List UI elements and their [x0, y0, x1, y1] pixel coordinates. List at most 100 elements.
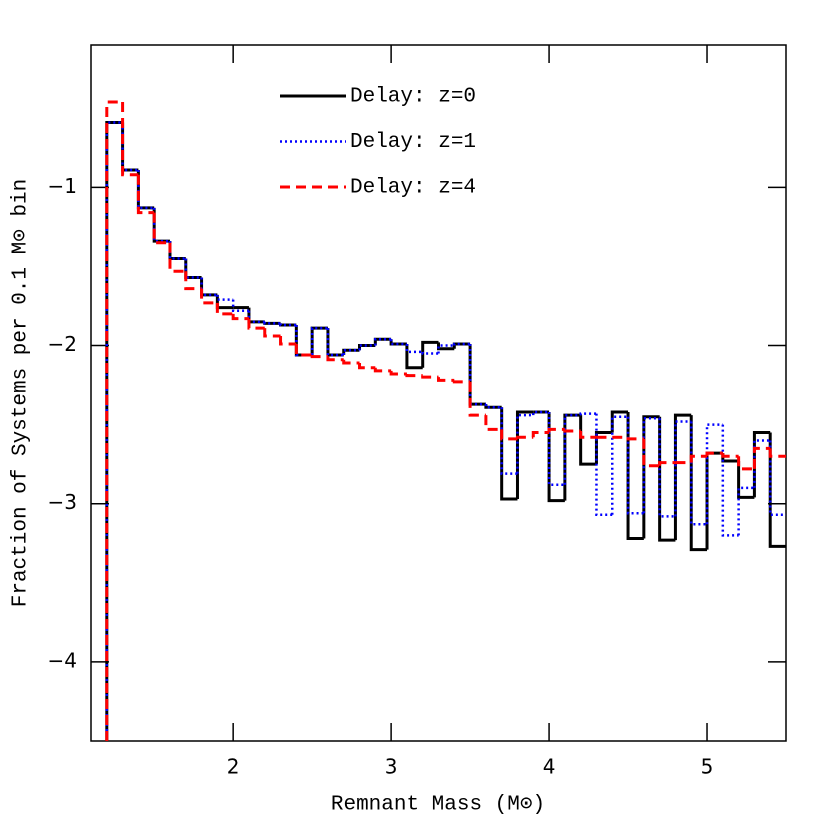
histogram-step [673, 413, 692, 541]
histogram-step [326, 356, 344, 362]
histogram-step [168, 241, 186, 260]
histogram-step [136, 169, 155, 210]
histogram-step [152, 207, 170, 243]
histogram-step [752, 446, 771, 469]
histogram-step [515, 410, 534, 499]
histogram-step [453, 342, 471, 346]
histogram-step [279, 336, 297, 346]
histogram-step [184, 271, 202, 291]
histogram-step [626, 437, 644, 441]
histogram-step [626, 411, 644, 541]
histogram-step [421, 340, 439, 368]
histogram-step [500, 407, 518, 501]
histogram-step [389, 370, 407, 376]
histogram-step [610, 410, 629, 433]
histogram-step [279, 323, 297, 327]
histogram-step [105, 121, 123, 741]
histogram-step [405, 374, 423, 378]
histogram-step [532, 410, 550, 416]
histogram-step [500, 407, 518, 475]
histogram-step [358, 344, 376, 351]
histogram-step [768, 448, 786, 458]
legend-label: Delay: z=0 [350, 86, 476, 109]
histogram-step [373, 367, 392, 373]
histogram-step [247, 310, 265, 324]
y-axis-label: Fraction of Systems per 0.1 M⊙ bin [10, 179, 33, 608]
histogram-step [247, 307, 265, 324]
legend-label: Delay: z=1 [350, 131, 476, 154]
histogram-step [563, 413, 581, 501]
histogram-step [642, 417, 660, 514]
histogram-step [547, 411, 565, 503]
histogram-step [579, 412, 597, 416]
histogram-step [500, 429, 518, 441]
histogram-step [658, 418, 676, 518]
histogram-step [705, 451, 723, 457]
histogram-step [326, 328, 344, 357]
histogram-step [200, 277, 218, 297]
histogram-step [263, 321, 281, 325]
histogram-step [689, 454, 708, 463]
histogram-step [152, 212, 170, 245]
histogram-step [105, 100, 123, 741]
y-tick-label: −2 [48, 332, 77, 356]
x-tick-label: 5 [701, 755, 714, 779]
histogram-step [184, 258, 202, 280]
histogram-step [200, 288, 218, 305]
histogram-step [121, 101, 139, 177]
histogram-step [689, 421, 708, 526]
histogram-step [737, 461, 755, 499]
histogram-step [216, 294, 234, 301]
y-tick-label: −1 [48, 174, 77, 198]
histogram-step [405, 343, 423, 370]
histogram-step [215, 294, 234, 310]
histogram-step [468, 381, 486, 417]
y-tick-label: −4 [48, 648, 77, 672]
histogram-step [310, 326, 328, 356]
histogram-step [531, 431, 550, 438]
histogram-step [152, 207, 170, 243]
histogram-step [263, 328, 281, 338]
histogram-step [374, 337, 392, 346]
histogram-step [294, 324, 313, 357]
histogram-step [342, 359, 360, 365]
histogram-step [674, 420, 692, 517]
histogram-step [231, 299, 249, 312]
histogram-step [136, 174, 155, 215]
histogram-step [484, 404, 502, 409]
histogram-step [563, 429, 581, 433]
histogram-step [121, 122, 139, 172]
histogram-step [310, 326, 328, 356]
histogram-step [200, 277, 218, 297]
x-tick-label: 3 [385, 755, 398, 779]
histogram-step [358, 362, 376, 370]
histogram-step [294, 343, 313, 357]
histogram-step [752, 431, 771, 498]
histogram-step [247, 318, 265, 330]
histogram-step [405, 343, 423, 354]
legend-label: Delay: z=4 [350, 177, 476, 200]
histogram-step [642, 415, 660, 539]
histogram-step [611, 415, 629, 515]
histogram-step [358, 344, 376, 351]
histogram-step [342, 349, 360, 356]
histogram-step [389, 339, 407, 346]
histogram-step [579, 415, 597, 466]
histogram-step [295, 324, 313, 357]
histogram-step [642, 438, 660, 468]
histogram-step [547, 427, 565, 433]
histogram-step [452, 380, 471, 384]
histogram-step [215, 302, 234, 316]
histogram-step [310, 355, 328, 359]
histogram-step [168, 241, 186, 261]
histogram-step [389, 339, 407, 346]
histogram-step [658, 461, 676, 466]
histogram-step [231, 313, 249, 321]
histogram-step [689, 415, 708, 552]
histogram-step [515, 435, 534, 439]
histogram-step [768, 432, 786, 548]
histogram-step [421, 351, 439, 355]
histogram-step [484, 415, 502, 431]
histogram-step [105, 121, 123, 741]
